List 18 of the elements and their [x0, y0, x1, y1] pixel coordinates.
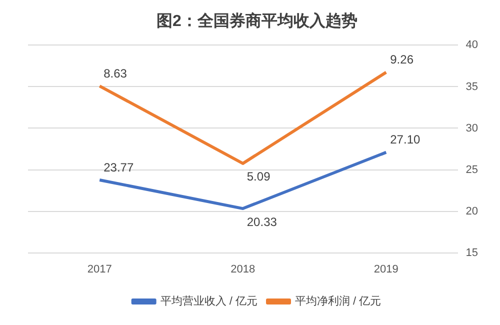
data-label: 5.09 — [246, 170, 271, 184]
chart-title: 图2：全国券商平均收入趋势 — [156, 12, 358, 30]
y-tick-label: 30 — [466, 122, 478, 134]
legend-label: 平均净利润 / 亿元 — [295, 294, 382, 308]
y-tick-label: 40 — [466, 39, 478, 52]
y-tick-label: 15 — [466, 246, 478, 259]
y-tick-label: 35 — [466, 80, 478, 93]
y-tick-label: 25 — [466, 164, 478, 176]
data-label: 23.77 — [104, 160, 134, 174]
legend-label: 平均营业收入 / 亿元 — [160, 294, 258, 308]
x-tick-label: 2018 — [230, 263, 256, 276]
x-tick-label: 2017 — [87, 263, 112, 276]
data-label: 9.26 — [390, 52, 414, 67]
y-tick-label: 20 — [466, 205, 478, 218]
data-label: 8.63 — [104, 66, 128, 80]
data-label: 20.33 — [246, 214, 278, 229]
data-label: 27.10 — [390, 132, 420, 147]
x-tick-label: 2019 — [374, 263, 398, 276]
